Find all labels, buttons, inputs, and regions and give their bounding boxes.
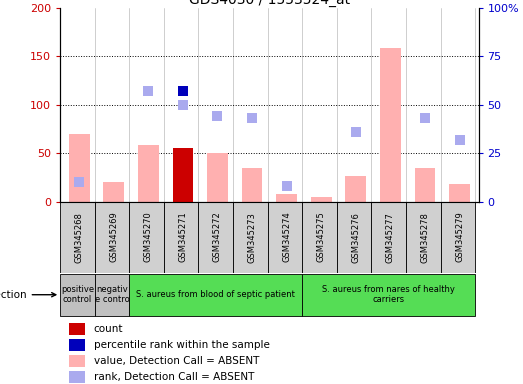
Point	[179, 102, 187, 108]
Bar	[380, 48, 401, 202]
Bar	[95, 202, 129, 273]
Point	[75, 179, 83, 185]
Text: GSM345271: GSM345271	[178, 212, 187, 263]
Bar	[440, 202, 475, 273]
Text: infection: infection	[0, 290, 56, 300]
Bar	[268, 202, 302, 273]
Text: GSM345277: GSM345277	[386, 212, 395, 263]
Bar	[406, 202, 440, 273]
Text: GSM345274: GSM345274	[282, 212, 291, 263]
Text: GSM345279: GSM345279	[455, 212, 464, 263]
Text: percentile rank within the sample: percentile rank within the sample	[94, 340, 269, 350]
Text: count: count	[94, 324, 123, 334]
Bar	[233, 202, 268, 273]
Bar	[337, 202, 371, 273]
Point	[248, 115, 256, 121]
Bar	[242, 168, 263, 202]
Text: S. aureus from blood of septic patient: S. aureus from blood of septic patient	[137, 290, 295, 299]
Bar	[198, 202, 233, 273]
Bar	[415, 168, 435, 202]
Bar	[311, 197, 332, 202]
Bar	[129, 273, 302, 316]
Bar	[104, 182, 124, 202]
Text: GSM345276: GSM345276	[351, 212, 360, 263]
Bar	[302, 273, 475, 316]
Text: GSM345272: GSM345272	[213, 212, 222, 263]
Text: GSM345278: GSM345278	[420, 212, 429, 263]
Text: GSM345270: GSM345270	[144, 212, 153, 263]
Bar	[129, 202, 164, 273]
Text: GSM345275: GSM345275	[317, 212, 326, 263]
Text: negativ
e contro: negativ e contro	[95, 285, 129, 305]
Bar	[276, 194, 297, 202]
Bar	[371, 202, 406, 273]
Bar	[69, 134, 89, 202]
Bar	[60, 202, 95, 273]
Bar	[69, 355, 85, 367]
Point	[282, 183, 291, 189]
Bar	[173, 148, 194, 202]
Bar	[69, 339, 85, 351]
Bar	[449, 184, 470, 202]
Text: GSM345273: GSM345273	[247, 212, 257, 263]
Point	[179, 88, 187, 94]
Bar	[69, 371, 85, 383]
Text: positive
control: positive control	[61, 285, 94, 305]
Text: GSM345269: GSM345269	[109, 212, 118, 263]
Bar	[173, 148, 194, 202]
Point	[351, 129, 360, 135]
Title: GDS4030 / 1553524_at: GDS4030 / 1553524_at	[189, 0, 350, 7]
Bar	[164, 202, 198, 273]
Text: S. aureus from nares of healthy
carriers: S. aureus from nares of healthy carriers	[322, 285, 455, 305]
Point	[213, 113, 222, 119]
Bar	[345, 176, 366, 202]
Bar	[207, 153, 228, 202]
Point	[456, 136, 464, 142]
Bar	[302, 202, 337, 273]
Text: rank, Detection Call = ABSENT: rank, Detection Call = ABSENT	[94, 372, 254, 382]
Text: GSM345268: GSM345268	[75, 212, 84, 263]
Bar	[69, 323, 85, 335]
Text: value, Detection Call = ABSENT: value, Detection Call = ABSENT	[94, 356, 259, 366]
Point	[144, 88, 153, 94]
Bar	[95, 273, 129, 316]
Bar	[60, 273, 95, 316]
Bar	[138, 146, 158, 202]
Point	[421, 115, 429, 121]
